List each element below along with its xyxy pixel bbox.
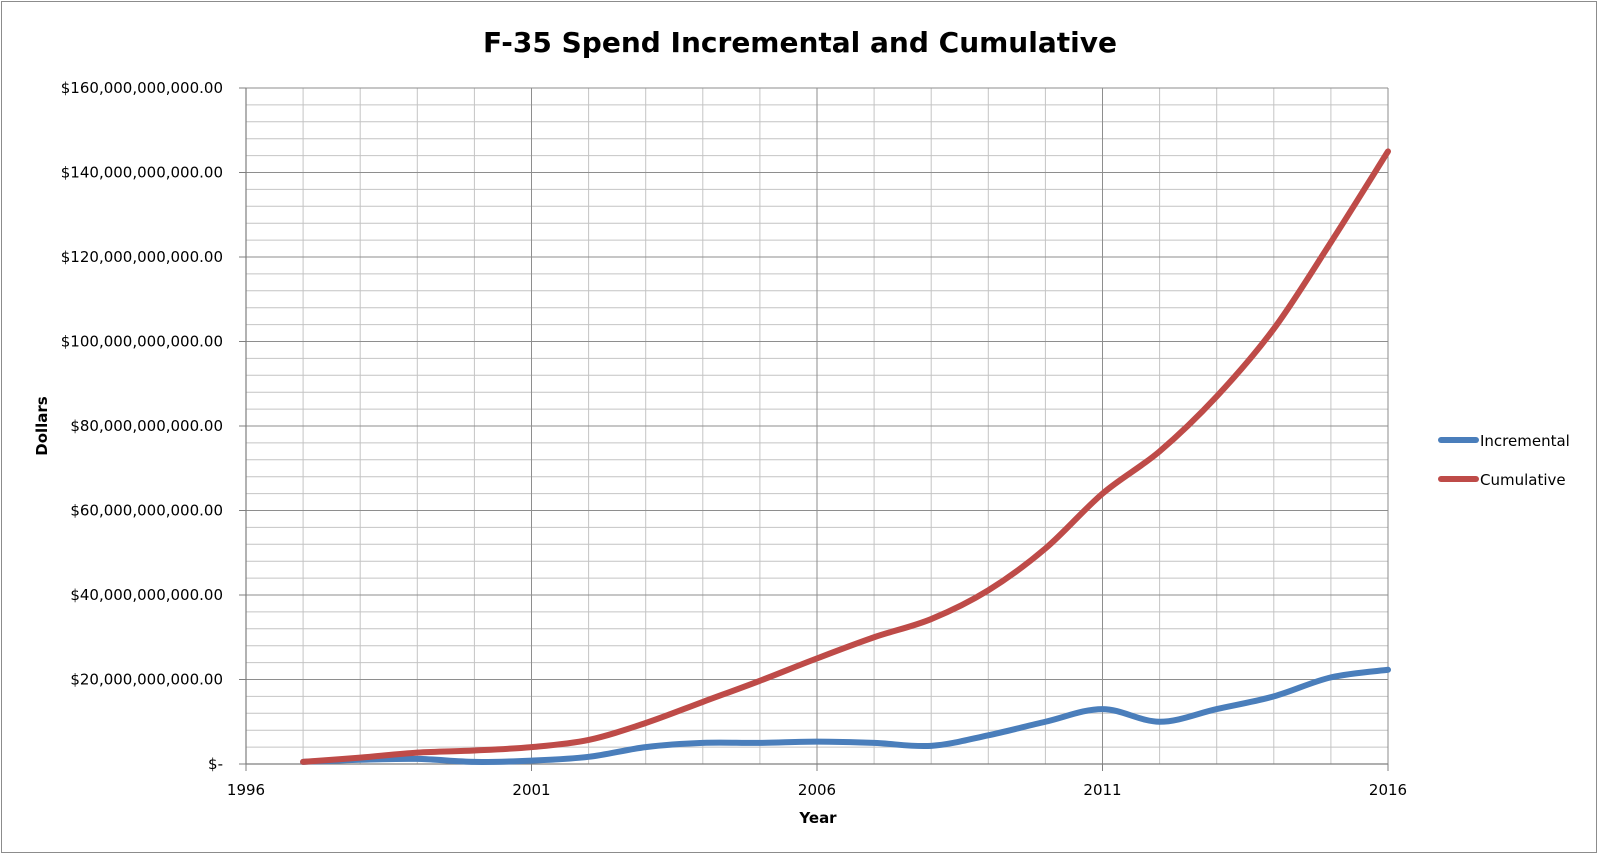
series-group bbox=[300, 148, 1391, 765]
legend-label-incremental: Incremental bbox=[1480, 432, 1570, 450]
y-tick-label: $100,000,000,000.00 bbox=[61, 333, 223, 351]
y-tick-label: $140,000,000,000.00 bbox=[61, 164, 223, 182]
legend: Incremental Cumulative bbox=[1438, 432, 1570, 489]
x-tick-label: 2016 bbox=[1369, 781, 1407, 799]
y-axis-title: Dollars bbox=[33, 396, 51, 456]
y-tick-label: $60,000,000,000.00 bbox=[70, 502, 223, 520]
y-tick-label: $20,000,000,000.00 bbox=[70, 671, 223, 689]
chart-title: F-35 Spend Incremental and Cumulative bbox=[483, 26, 1117, 59]
series-line-cumulative bbox=[300, 148, 1391, 765]
x-tick-label: 2006 bbox=[798, 781, 836, 799]
y-tick-label: $80,000,000,000.00 bbox=[70, 417, 223, 435]
x-tick-label: 2001 bbox=[512, 781, 550, 799]
x-tick-label: 1996 bbox=[227, 781, 265, 799]
y-tick-label: $40,000,000,000.00 bbox=[70, 586, 223, 604]
x-tick-label: 2011 bbox=[1083, 781, 1121, 799]
y-tick-label: $160,000,000,000.00 bbox=[61, 79, 223, 97]
grid bbox=[246, 87, 1389, 764]
series-line-incremental bbox=[300, 666, 1391, 765]
x-axis-title: Year bbox=[798, 809, 837, 827]
y-axis-ticks: $- $20,000,000,000.00 $40,000,000,000.00 $6… bbox=[61, 79, 246, 773]
x-axis-ticks: 1996 2001 2006 2011 2016 bbox=[227, 764, 1407, 799]
legend-label-cumulative: Cumulative bbox=[1480, 471, 1566, 489]
y-tick-label: $120,000,000,000.00 bbox=[61, 248, 223, 266]
y-tick-label: $- bbox=[208, 755, 223, 773]
